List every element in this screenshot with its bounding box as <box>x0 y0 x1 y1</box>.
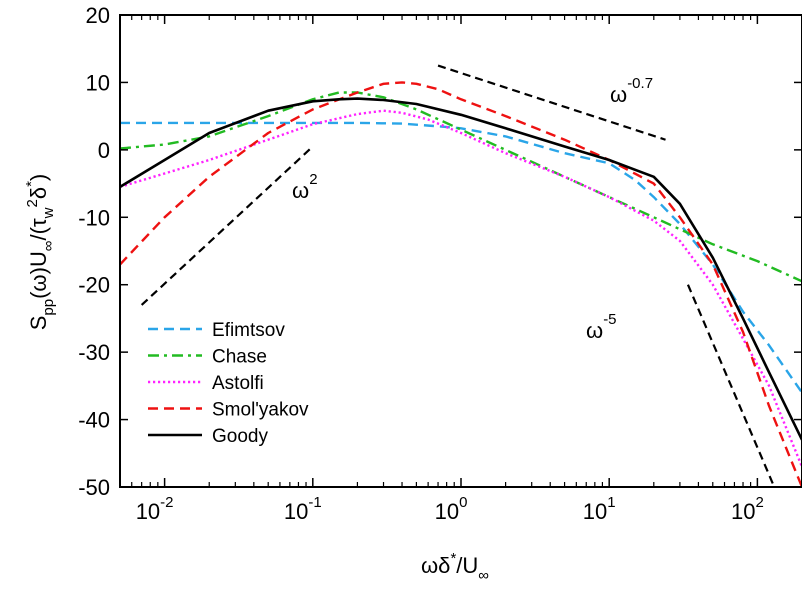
y-tick-label: -20 <box>78 273 110 298</box>
x-tick-label: 101 <box>583 494 616 524</box>
series-line-chase <box>120 91 802 283</box>
x-tick-label: 102 <box>731 494 764 524</box>
legend-label: Astolfi <box>212 373 264 394</box>
x-tick-label: 100 <box>435 494 468 524</box>
y-tick-label: 20 <box>86 3 110 28</box>
y-tick-label: 10 <box>86 70 110 95</box>
reference-label-0: ω2 <box>292 171 318 203</box>
reference-line-1 <box>437 64 666 141</box>
y-tick-label: -30 <box>78 340 110 365</box>
reference-line-0 <box>140 145 314 306</box>
y-tick-label: -50 <box>78 475 110 500</box>
x-tick-label: 10-1 <box>284 494 322 524</box>
legend: Efimtsov Chase Astolfi Smol'yakov Goody <box>148 320 309 447</box>
reference-line-2 <box>686 284 776 488</box>
y-tick-label: -10 <box>78 205 110 230</box>
legend-label: Chase <box>212 347 267 368</box>
x-tick-label: 10-2 <box>136 494 174 524</box>
series-line-smol-yakov <box>120 81 802 487</box>
reference-label-2: ω-5 <box>586 311 617 343</box>
series-line-astolfi <box>120 109 802 468</box>
y-axis-label: Spp(ω)U∞/(τw2δ*) <box>23 174 57 331</box>
reference-label-1: ω-0.7 <box>610 75 653 107</box>
y-tick-label: 0 <box>98 138 110 163</box>
series-line-efimtsov <box>120 121 802 394</box>
legend-label: Efimtsov <box>212 320 285 341</box>
legend-label: Smol'yakov <box>212 400 309 421</box>
reference-slopes: ω2 ω-0.7 ω-5 <box>140 64 776 488</box>
series-line-goody <box>120 97 802 441</box>
legend-label: Goody <box>212 426 268 447</box>
y-tick-label: -40 <box>78 408 110 433</box>
x-axis-label: ωδ*/U∞ <box>421 550 489 584</box>
series-lines <box>120 81 802 487</box>
